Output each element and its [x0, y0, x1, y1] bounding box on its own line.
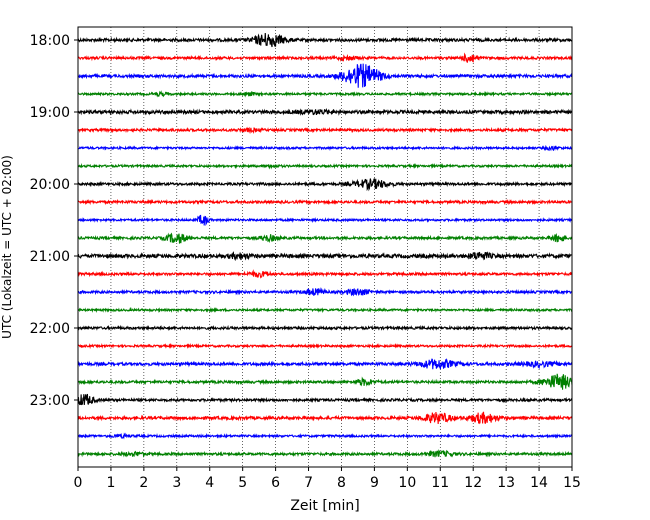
x-tick-label: 5 [238, 475, 247, 491]
y-tick-label: 19:00 [30, 105, 70, 121]
y-tick-label: 20:00 [30, 177, 70, 193]
x-tick-label: 2 [139, 475, 148, 491]
helicorder-traces [77, 33, 573, 458]
trace-2100 [77, 251, 573, 262]
x-tick-label: 10 [398, 475, 416, 491]
trace-2000 [77, 178, 573, 192]
trace-1830 [77, 63, 573, 88]
y-tick-label: 21:00 [30, 249, 70, 265]
x-tick-label: 0 [74, 475, 83, 491]
trace-2345 [77, 449, 573, 458]
x-tick-label: 4 [205, 475, 214, 491]
x-tick-label: 15 [563, 475, 581, 491]
x-tick-label: 8 [337, 475, 346, 491]
trace-2215 [77, 342, 573, 350]
x-axis: 0 1 2 3 4 5 6 7 8 9 10 11 12 13 14 15 [74, 467, 581, 491]
trace-2315 [77, 411, 573, 425]
trace-2230 [77, 357, 573, 370]
x-tick-label: 13 [497, 475, 515, 491]
y-tick-label: 22:00 [30, 321, 70, 337]
trace-1800 [77, 33, 573, 48]
x-axis-label: Zeit [min] [290, 498, 359, 514]
y-axis: 18:00 19:00 20:00 21:00 22:00 23:00 [30, 33, 78, 409]
trace-1945 [77, 162, 573, 170]
trace-2030 [77, 214, 573, 227]
x-tick-label: 12 [464, 475, 482, 491]
trace-2245 [77, 373, 573, 390]
trace-2200 [77, 324, 573, 332]
y-tick-label: 18:00 [30, 33, 70, 49]
grid-lines [110, 27, 540, 467]
x-tick-label: 11 [431, 475, 449, 491]
trace-2145 [77, 306, 573, 314]
trace-2115 [77, 269, 573, 279]
y-axis-label: UTC (Lokalzeit = UTC + 02:00) [0, 155, 14, 339]
x-tick-label: 7 [304, 475, 313, 491]
trace-2045 [77, 232, 573, 244]
x-tick-label: 6 [271, 475, 280, 491]
plot-frame [77, 26, 573, 468]
x-tick-label: 9 [370, 475, 379, 491]
trace-2015 [77, 198, 573, 206]
y-tick-label: 23:00 [30, 393, 70, 409]
trace-2300 [77, 393, 573, 406]
trace-2130 [77, 287, 573, 297]
x-tick-label: 1 [106, 475, 115, 491]
trace-2330 [77, 432, 573, 440]
x-tick-label: 14 [530, 475, 548, 491]
trace-1930 [77, 144, 573, 152]
trace-1815 [77, 52, 573, 63]
x-tick-label: 3 [172, 475, 181, 491]
trace-1845 [77, 90, 573, 98]
trace-1915 [77, 126, 573, 135]
trace-1900 [77, 108, 573, 116]
